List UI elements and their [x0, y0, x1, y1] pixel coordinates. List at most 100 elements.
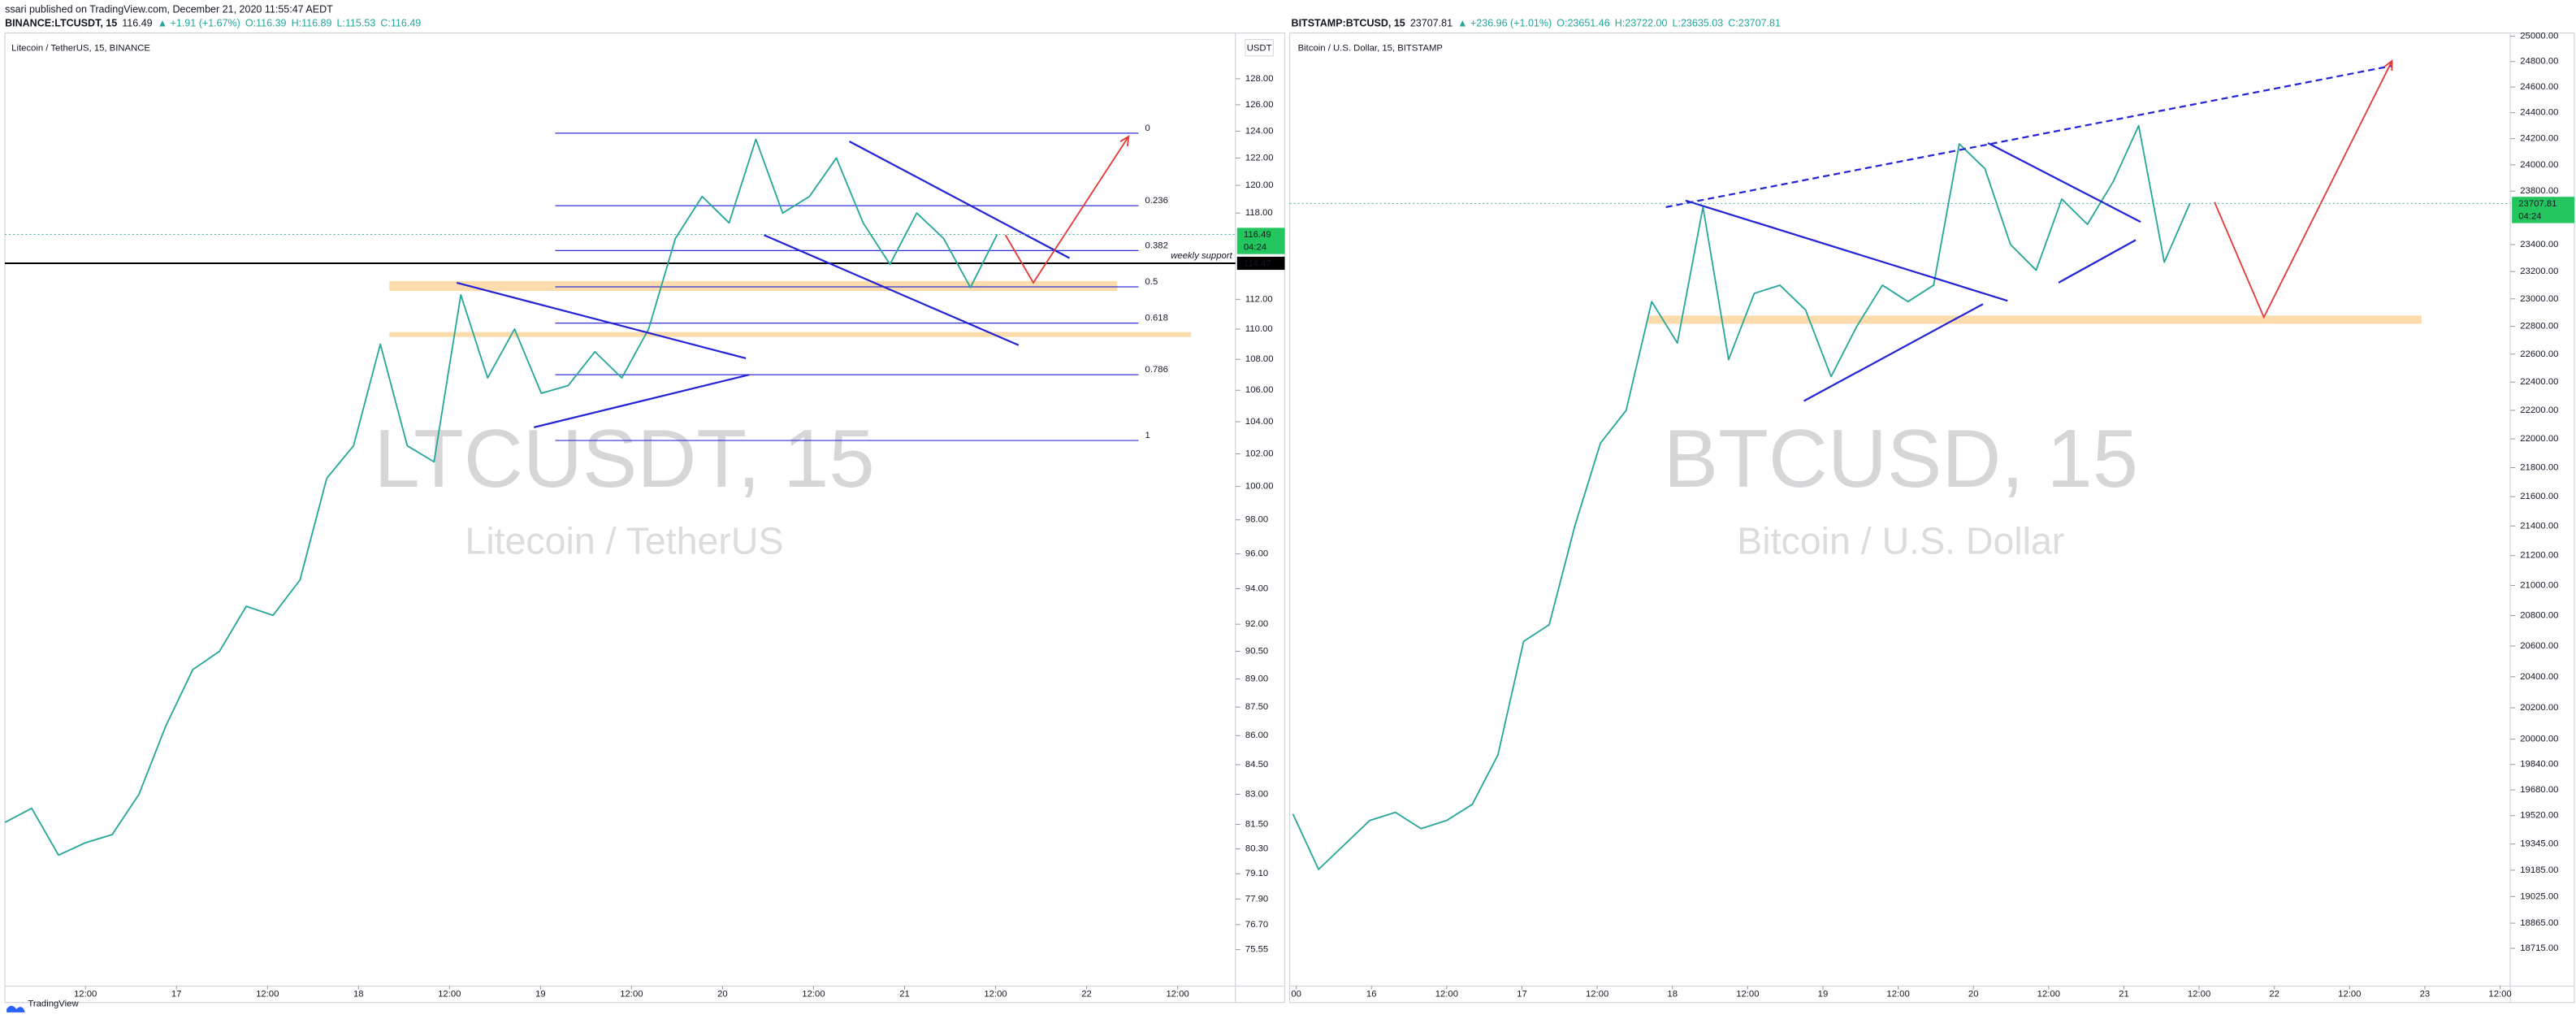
left-panel-frame	[4, 32, 1286, 1004]
y-tick-label: 128.00	[1245, 74, 1274, 84]
trend-line	[2058, 239, 2137, 284]
watermark-name: Litecoin / TetherUS	[465, 520, 783, 562]
chart-title: Litecoin / TetherUS, 15, BINANCE	[11, 44, 150, 54]
trend-line	[533, 374, 750, 428]
low: L:115.53	[337, 18, 376, 29]
y-tick-label: 20800.00	[2520, 611, 2558, 621]
y-tick-label: 112.00	[1245, 294, 1273, 304]
price: 23707.81	[1410, 18, 1453, 29]
y-tick-label: 118.00	[1245, 208, 1273, 218]
y-tick-label: 108.00	[1245, 354, 1274, 364]
y-tick-label: 21600.00	[2520, 492, 2558, 501]
y-tick-label: 122.00	[1245, 153, 1274, 163]
change: ▲ +236.96 (+1.01%)	[1457, 18, 1552, 29]
x-tick-label: 16	[1366, 990, 1377, 999]
y-tick-label: 25000.00	[2520, 32, 2558, 41]
y-tick-label: 90.50	[1245, 647, 1268, 657]
right-quote: BITSTAMP:BTCUSD, 15 23707.81 ▲ +236.96 (+1…	[1292, 18, 1781, 29]
y-tick-label: 19025.00	[2520, 891, 2558, 901]
y-tick-label: 86.00	[1245, 731, 1268, 740]
price-badge-label: 23707.81	[2518, 199, 2557, 209]
projection-arrow	[2214, 60, 2393, 319]
x-tick-label: 17	[171, 990, 182, 999]
price-line	[4, 138, 998, 856]
currency: USDT	[1247, 43, 1272, 53]
y-tick-label: 22000.00	[2520, 434, 2558, 444]
y-tick-label: 24000.00	[2520, 160, 2558, 170]
fib-label: 0.382	[1145, 241, 1168, 250]
y-tick-label: 106.00	[1245, 385, 1274, 395]
y-tick-label: 81.50	[1245, 819, 1268, 829]
watermarks: LTCUSDT, 15 Litecoin / TetherUS BTCUSD, 15…	[374, 413, 2138, 562]
x-tick-label: 12:00	[2188, 990, 2210, 999]
x-tick-label: 22	[2269, 990, 2279, 999]
footer-brand: TradingView	[28, 999, 79, 1009]
x-tick-label: 18	[1667, 990, 1678, 999]
y-tick-label: 75.55	[1245, 945, 1268, 955]
zone	[389, 280, 1118, 292]
watermark-symbol: BTCUSD, 15	[1664, 413, 2138, 505]
y-tick-label: 19680.00	[2520, 785, 2558, 795]
support-badge	[1236, 256, 1285, 271]
x-tick-label: 23	[2420, 990, 2431, 999]
change: ▲ +1.91 (+1.67%)	[158, 18, 240, 29]
y-tick-label: 102.00	[1245, 449, 1274, 458]
fib-label: 1	[1145, 431, 1150, 440]
y-tick-label: 24200.00	[2520, 134, 2558, 144]
open: O:23651.46	[1556, 18, 1609, 29]
arrow-head	[2383, 59, 2393, 72]
low: L:23635.03	[1673, 18, 1724, 29]
arrow-head	[1119, 135, 1130, 147]
x-tick-label: 20	[717, 990, 728, 999]
x-tick-label: 18	[353, 990, 364, 999]
y-tick-label: 19185.00	[2520, 865, 2558, 875]
y-tick-label: 22800.00	[2520, 322, 2558, 332]
y-tick-label: 22400.00	[2520, 377, 2558, 387]
support-label: weekly support	[1171, 251, 1232, 261]
y-tick-label: 100.00	[1245, 482, 1274, 492]
y-tick-label: 24800.00	[2520, 57, 2558, 67]
y-tick-label: 89.00	[1245, 674, 1268, 684]
y-tick-label: 20000.00	[2520, 735, 2558, 744]
x-tick-label: 12:00	[1736, 990, 1759, 999]
x-tick-label: 12:00	[2338, 990, 2361, 999]
close: C:116.49	[380, 18, 421, 29]
y-tick-label: 20400.00	[2520, 672, 2558, 682]
x-tick-label: 21	[899, 990, 910, 999]
fib-label: 0.236	[1145, 196, 1168, 206]
zone	[1647, 315, 2422, 324]
x-tick-label: 12:00	[1435, 990, 1458, 999]
left-quote: BINANCE:LTCUSDT, 15 116.49 ▲ +1.91 (+1.67%…	[5, 18, 421, 29]
support-badge-label: 114.47	[1244, 259, 1271, 269]
y-tick-label: 110.00	[1245, 324, 1273, 334]
y-tick-label: 120.00	[1245, 180, 1274, 190]
fib-label: 0	[1145, 124, 1150, 133]
trend-line	[1987, 142, 2141, 223]
high: H:23722.00	[1615, 18, 1668, 29]
close: C:23707.81	[1728, 18, 1781, 29]
y-tick-label: 92.00	[1245, 619, 1268, 629]
x-tick-label: 20	[1968, 990, 1979, 999]
y-tick-label: 126.00	[1245, 100, 1274, 110]
trend-line	[1803, 303, 1984, 402]
price-badge-label: 116.49	[1244, 230, 1271, 240]
price-badge	[2512, 197, 2574, 223]
y-tick-label: 19520.00	[2520, 811, 2558, 821]
y-tick-label: 77.90	[1245, 894, 1268, 904]
y-tick-label: 24400.00	[2520, 108, 2558, 118]
x-tick-label: 17	[1517, 990, 1527, 999]
published-line: ssari published on TradingView.com, Dece…	[5, 4, 333, 15]
x-tick-label: 12:00	[1586, 990, 1608, 999]
price-badge	[1236, 228, 1285, 254]
y-tick-label: 21200.00	[2520, 551, 2558, 561]
y-tick-label: 19345.00	[2520, 839, 2558, 849]
x-tick-label: 19	[535, 990, 546, 999]
y-tick-label: 23800.00	[2520, 186, 2558, 196]
y-tick-label: 23400.00	[2520, 240, 2558, 249]
trend-line	[1685, 199, 2008, 302]
watermark-name: Bitcoin / U.S. Dollar	[1737, 520, 2064, 562]
x-tick-label: 00	[1291, 990, 1301, 999]
y-tick-label: 23200.00	[2520, 267, 2558, 276]
